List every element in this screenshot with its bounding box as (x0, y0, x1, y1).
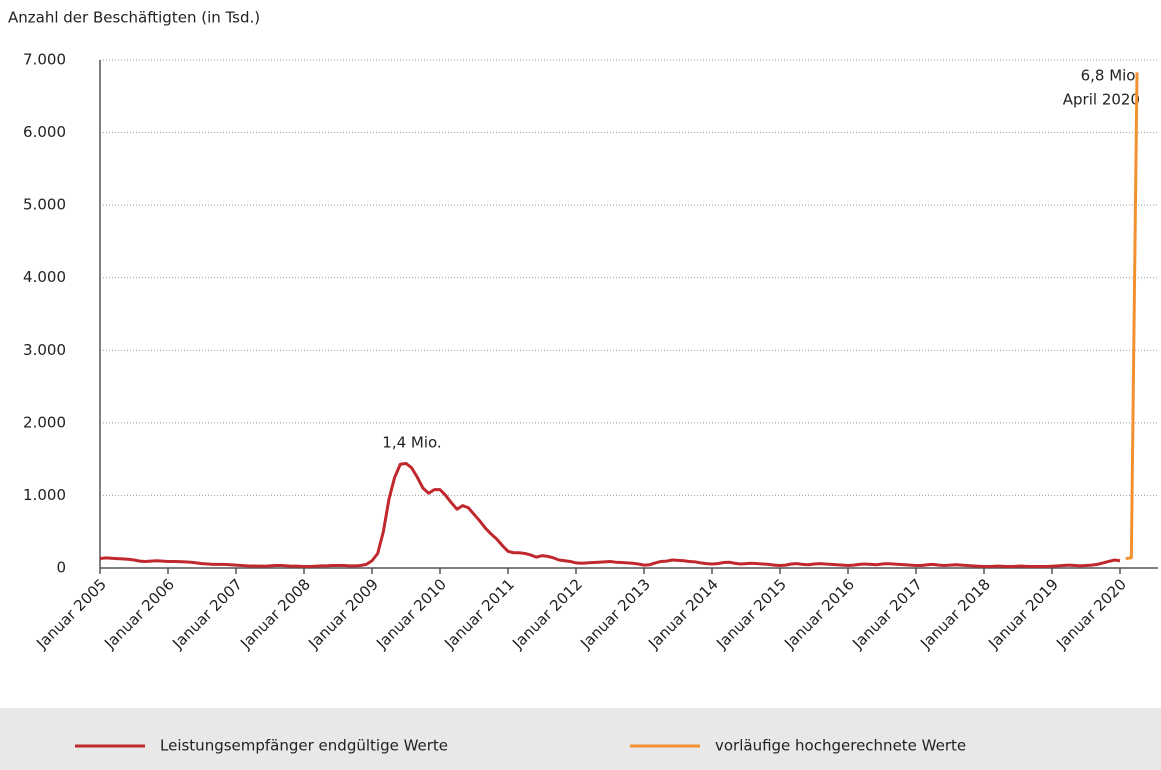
x-tick-label: Januar 2017 (848, 575, 926, 653)
x-tick-label: Januar 2018 (916, 575, 994, 653)
y-tick-label: 6.000 (23, 123, 66, 141)
line (99, 461, 1121, 569)
x-tick-label: Januar 2013 (576, 575, 654, 653)
y-tick-label: 7.000 (23, 51, 66, 69)
line (1125, 72, 1139, 561)
annotation: April 2020 (1063, 91, 1140, 109)
y-tick-label: 1.000 (23, 486, 66, 504)
x-tick-label: Januar 2008 (236, 575, 314, 653)
x-tick-label: Januar 2010 (372, 575, 450, 653)
y-axis-title: Anzahl der Beschäftigten (in Tsd.) (8, 9, 260, 27)
y-tick-label: 2.000 (23, 413, 66, 431)
x-tick-label: Januar 2020 (1052, 575, 1130, 653)
x-tick-label: Januar 2015 (712, 575, 790, 653)
annotation: 6,8 Mio. (1081, 67, 1140, 85)
annotation: 1,4 Mio. (382, 434, 441, 452)
y-tick-label: 3.000 (23, 341, 66, 359)
x-tick-label: Januar 2019 (984, 575, 1062, 653)
x-tick-label: Januar 2007 (168, 575, 246, 653)
x-tick-label: Januar 2012 (508, 575, 586, 653)
legend-label: vorläufige hochgerechnete Werte (715, 737, 966, 755)
x-tick-label: Januar 2011 (440, 575, 518, 653)
y-tick-label: 4.000 (23, 268, 66, 286)
y-tick-label: 5.000 (23, 196, 66, 214)
x-tick-label: Januar 2006 (100, 575, 178, 653)
x-tick-label: Januar 2014 (644, 575, 722, 653)
y-tick-label: 0 (56, 559, 66, 577)
legend-label: Leistungsempfänger endgültige Werte (160, 737, 448, 755)
x-tick-label: Januar 2005 (32, 575, 110, 653)
x-tick-label: Januar 2009 (304, 575, 382, 653)
legend-background (0, 708, 1161, 770)
x-tick-label: Januar 2016 (780, 575, 858, 653)
